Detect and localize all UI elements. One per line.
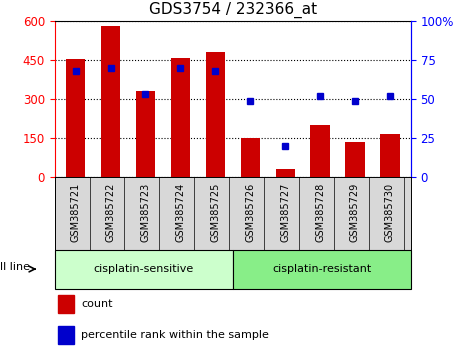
Text: cisplatin-resistant: cisplatin-resistant [272, 264, 371, 274]
Text: GSM385725: GSM385725 [210, 183, 220, 242]
Text: GSM385729: GSM385729 [350, 183, 360, 242]
Text: GSM385724: GSM385724 [175, 183, 185, 242]
Bar [58, 326, 74, 344]
Bar [206, 52, 225, 177]
Title: GDS3754 / 232366_at: GDS3754 / 232366_at [149, 2, 317, 18]
Text: GSM385722: GSM385722 [105, 183, 115, 242]
Bar [58, 295, 74, 313]
Text: GSM385727: GSM385727 [280, 183, 290, 242]
Text: cisplatin-sensitive: cisplatin-sensitive [94, 264, 194, 274]
Bar [276, 169, 295, 177]
Text: GSM385730: GSM385730 [385, 183, 395, 242]
Text: GSM385723: GSM385723 [141, 183, 151, 242]
FancyBboxPatch shape [233, 250, 411, 289]
Text: cell line: cell line [0, 262, 30, 272]
Bar [101, 27, 120, 177]
Bar [380, 134, 399, 177]
Bar [241, 138, 260, 177]
Text: percentile rank within the sample: percentile rank within the sample [81, 330, 269, 340]
Bar [66, 59, 85, 177]
Bar [136, 91, 155, 177]
FancyBboxPatch shape [55, 250, 233, 289]
Text: GSM385721: GSM385721 [71, 183, 81, 242]
Text: count: count [81, 299, 113, 309]
Bar [311, 125, 330, 177]
Text: GSM385728: GSM385728 [315, 183, 325, 242]
Bar [171, 58, 190, 177]
Text: GSM385726: GSM385726 [245, 183, 255, 242]
Bar [345, 142, 365, 177]
